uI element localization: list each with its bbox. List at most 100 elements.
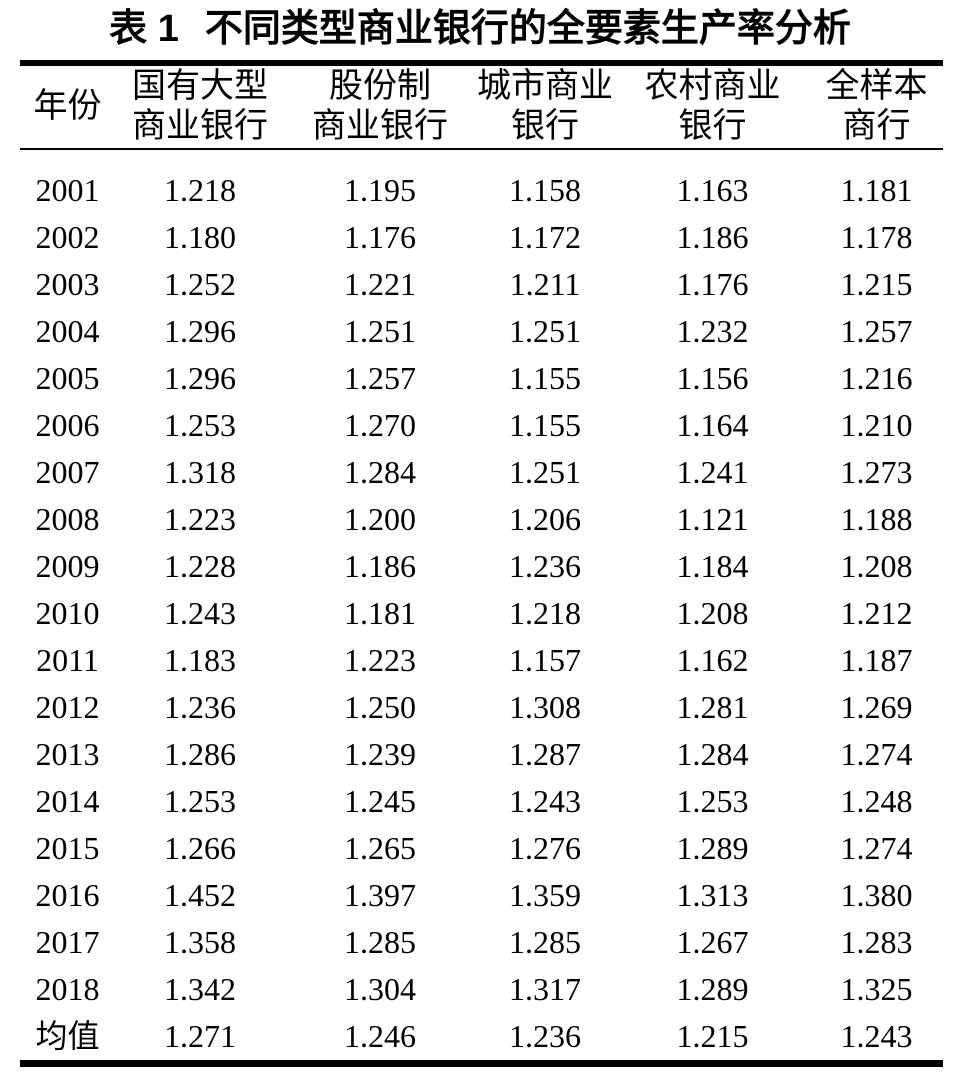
value-cell: 1.296 [164, 313, 236, 349]
value-cell: 1.285 [509, 924, 581, 960]
year-cell: 2004 [35, 313, 100, 349]
value-cell: 1.248 [840, 783, 913, 819]
value-cell: 1.195 [344, 172, 416, 208]
value-cell: 1.274 [840, 830, 913, 866]
year-cell: 2016 [35, 877, 100, 913]
value-cell: 1.281 [676, 689, 749, 725]
value-cell: 1.253 [676, 783, 749, 819]
year-cell: 2012 [35, 689, 100, 725]
value-cell: 1.243 [509, 783, 581, 819]
value-cell: 1.221 [344, 266, 416, 302]
value-cell: 1.317 [509, 971, 581, 1007]
value-cell: 1.265 [344, 830, 416, 866]
column-header-line: 银行 [511, 108, 579, 145]
value-cell: 1.216 [840, 360, 913, 396]
table-row: 2002 1.180 1.176 1.172 1.186 1.178 [20, 214, 943, 261]
column-header: 城市商业 银行 [475, 63, 615, 149]
value-cell: 1.121 [676, 501, 749, 537]
value-cell: 1.284 [676, 736, 749, 772]
value-cell: 1.267 [676, 924, 749, 960]
year-cell: 2003 [35, 266, 100, 302]
value-cell: 1.183 [164, 642, 236, 678]
table-row: 2012 1.236 1.250 1.308 1.281 1.269 [20, 684, 943, 731]
value-cell: 1.241 [676, 454, 749, 490]
value-cell: 1.181 [344, 595, 416, 631]
column-header-line: 城市商业 [477, 68, 613, 105]
value-cell: 1.251 [509, 454, 581, 490]
value-cell: 1.163 [676, 172, 749, 208]
value-cell: 1.158 [509, 172, 581, 208]
table-row: 2007 1.318 1.284 1.251 1.241 1.273 [20, 449, 943, 496]
value-cell: 1.245 [344, 783, 416, 819]
column-header-line: 商业银行 [312, 108, 448, 145]
value-cell: 1.266 [164, 830, 236, 866]
column-header: 国有大型 商业银行 [115, 63, 285, 149]
year-cell: 2015 [35, 830, 100, 866]
value-cell: 1.208 [840, 548, 913, 584]
value-cell: 1.155 [509, 407, 581, 443]
value-cell: 1.215 [676, 1018, 749, 1054]
value-cell: 1.284 [344, 454, 416, 490]
value-cell: 1.176 [676, 266, 749, 302]
value-cell: 1.243 [840, 1018, 913, 1054]
year-cell: 2011 [36, 642, 99, 678]
value-cell: 1.276 [509, 830, 581, 866]
value-cell: 1.251 [344, 313, 416, 349]
value-cell: 1.251 [509, 313, 581, 349]
table-row: 2014 1.253 1.245 1.243 1.253 1.248 [20, 778, 943, 825]
value-cell: 1.287 [509, 736, 581, 772]
value-cell: 1.286 [164, 736, 236, 772]
column-header-line: 股份制 [329, 68, 431, 105]
value-cell: 1.164 [676, 407, 749, 443]
year-cell: 2002 [35, 219, 100, 255]
table-row: 均值 1.271 1.246 1.236 1.215 1.243 [20, 1013, 943, 1064]
value-cell: 1.318 [164, 454, 236, 490]
value-cell: 1.271 [164, 1018, 236, 1054]
table-row: 2008 1.223 1.200 1.206 1.121 1.188 [20, 496, 943, 543]
value-cell: 1.253 [164, 783, 236, 819]
year-cell: 均值 [35, 1018, 100, 1054]
value-cell: 1.325 [840, 971, 913, 1007]
value-cell: 1.180 [164, 219, 236, 255]
value-cell: 1.236 [509, 1018, 581, 1054]
table-row: 2009 1.228 1.186 1.236 1.184 1.208 [20, 543, 943, 590]
column-header-line: 农村商业 [644, 68, 781, 105]
value-cell: 1.157 [509, 642, 581, 678]
value-cell: 1.289 [676, 971, 749, 1007]
value-cell: 1.218 [164, 172, 236, 208]
table-caption: 表 1 不同类型商业银行的全要素生产率分析 [0, 0, 960, 60]
value-cell: 1.359 [509, 877, 581, 913]
table-row: 2010 1.243 1.181 1.218 1.208 1.212 [20, 590, 943, 637]
table-row: 2001 1.218 1.195 1.158 1.163 1.181 [20, 149, 943, 214]
value-cell: 1.252 [164, 266, 236, 302]
year-cell: 2013 [35, 736, 100, 772]
column-header: 年份 [20, 63, 115, 149]
value-cell: 1.215 [840, 266, 913, 302]
table-row: 2004 1.296 1.251 1.251 1.232 1.257 [20, 308, 943, 355]
column-header-line: 商业银行 [132, 108, 268, 145]
table-caption-text: 不同类型商业银行的全要素生产率分析 [204, 8, 851, 50]
value-cell: 1.239 [344, 736, 416, 772]
table-row: 2016 1.452 1.397 1.359 1.313 1.380 [20, 872, 943, 919]
value-cell: 1.232 [676, 313, 749, 349]
value-cell: 1.208 [676, 595, 749, 631]
value-cell: 1.184 [676, 548, 749, 584]
value-cell: 1.211 [509, 266, 581, 302]
value-cell: 1.212 [840, 595, 913, 631]
column-header-line: 商行 [842, 108, 911, 145]
value-cell: 1.188 [840, 501, 913, 537]
value-cell: 1.186 [676, 219, 749, 255]
value-cell: 1.397 [344, 877, 416, 913]
value-cell: 1.186 [344, 548, 416, 584]
value-cell: 1.304 [344, 971, 416, 1007]
table-row: 2006 1.253 1.270 1.155 1.164 1.210 [20, 402, 943, 449]
year-cell: 2006 [35, 407, 100, 443]
year-cell: 2014 [35, 783, 100, 819]
year-cell: 2017 [35, 924, 100, 960]
table-row: 2015 1.266 1.265 1.276 1.289 1.274 [20, 825, 943, 872]
table-body: 2001 1.218 1.195 1.158 1.163 1.181 2002 1.180 1.… [20, 149, 943, 1064]
column-header: 全样本 商行 [810, 63, 943, 149]
value-cell: 1.246 [344, 1018, 416, 1054]
year-cell: 2010 [35, 595, 100, 631]
